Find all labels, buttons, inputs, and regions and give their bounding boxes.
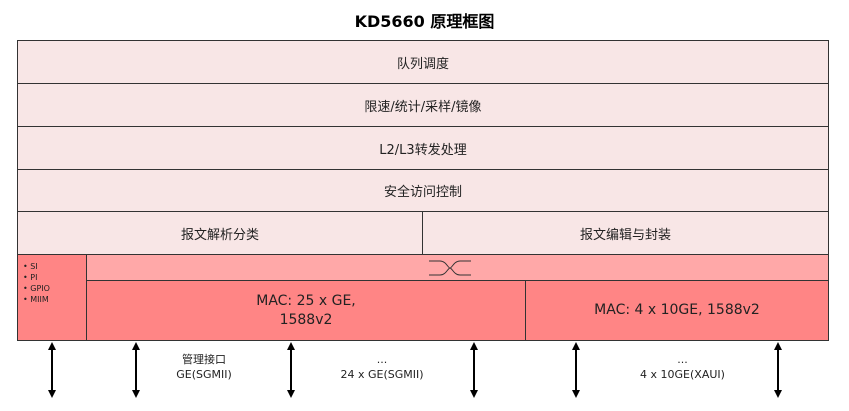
mac-ge-block: MAC: 25 x GE, 1588v2 <box>86 280 526 341</box>
layer-rate-limit: 限速/统计/采样/镜像 <box>17 83 829 127</box>
layer-parse-classify: 报文解析分类 <box>17 211 423 255</box>
mgmt-port-label: 管理接口 GE(SGMII) <box>176 353 232 381</box>
diagram-title: KD5660 原理框图 <box>354 12 495 31</box>
ge-ports-label: ... 24 x GE(SGMII) <box>340 353 424 381</box>
xge-ports-label: ... 4 x 10GE(XAUI) <box>640 353 725 381</box>
layer-edit-encap: 报文编辑与封装 <box>422 211 829 255</box>
layer-acl: 安全访问控制 <box>17 169 829 212</box>
mgmt-item: • GPIO <box>23 284 50 293</box>
layer-queue-scheduling: 队列调度 <box>17 40 829 84</box>
port-arrows <box>48 342 782 398</box>
mgmt-item: • MIIM <box>23 295 49 304</box>
mgmt-item: • PI <box>23 273 38 282</box>
switch-fabric <box>86 254 829 281</box>
mgmt-interfaces-box: • SI • PI • GPIO • MIIM <box>17 254 87 341</box>
layer-forwarding: L2/L3转发处理 <box>17 126 829 170</box>
mgmt-item: • SI <box>23 262 38 271</box>
crossbar-switch-icon <box>429 260 471 275</box>
mac-10ge-block: MAC: 4 x 10GE, 1588v2 <box>525 280 829 341</box>
